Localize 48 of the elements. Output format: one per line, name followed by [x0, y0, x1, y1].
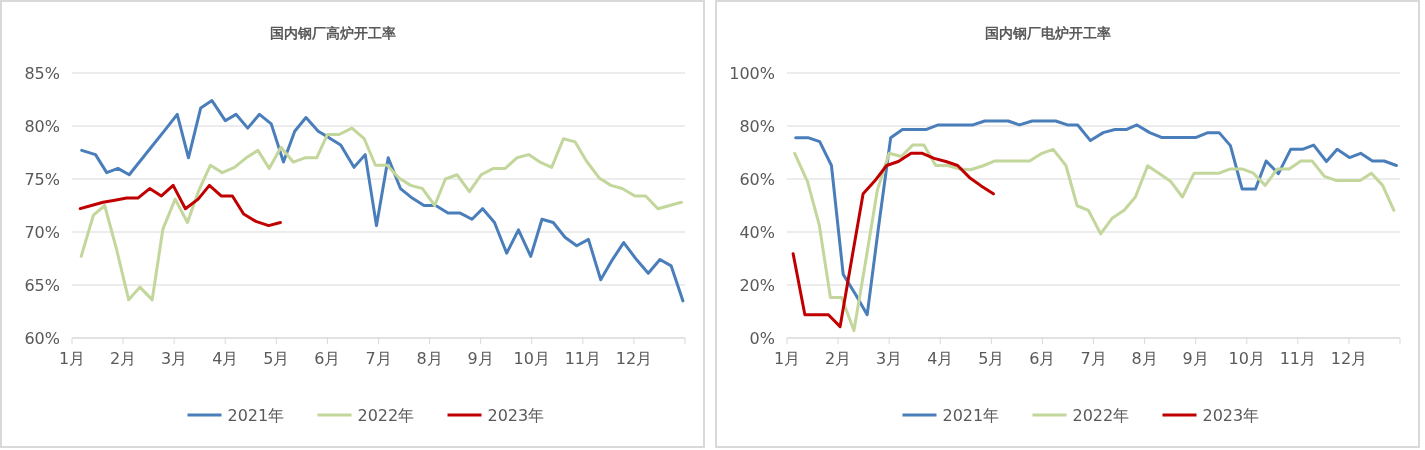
x-tick-label: 3月 — [161, 349, 188, 368]
line-series — [793, 143, 1396, 333]
y-tick-label: 70% — [24, 223, 60, 242]
x-tick-label: 2月 — [109, 349, 137, 368]
x-tick-label: 5月 — [978, 349, 1005, 368]
line-series — [794, 119, 1398, 317]
legend-label: 2023年 — [487, 406, 545, 425]
line-series — [78, 183, 282, 228]
y-tick-label: 75% — [24, 170, 60, 189]
legend-label: 2022年 — [1072, 406, 1130, 425]
x-tick-label: 1月 — [58, 349, 86, 368]
y-tick-label: 80% — [24, 117, 60, 136]
x-tick-label: 6月 — [314, 349, 341, 368]
x-tick-label: 12月 — [615, 349, 653, 368]
legend-label: 2023年 — [1202, 406, 1260, 425]
chart-title: 国内钢厂电炉开工率 — [984, 25, 1111, 41]
x-tick-label: 8月 — [416, 349, 443, 368]
y-tick-label: 65% — [24, 276, 60, 295]
x-tick-label: 10月 — [1228, 349, 1265, 368]
x-tick-label: 11月 — [564, 349, 602, 368]
x-tick-label: 9月 — [467, 349, 494, 368]
legend-label: 2022年 — [357, 406, 415, 425]
y-tick-label: 100% — [729, 64, 775, 83]
y-tick-label: 40% — [739, 223, 775, 242]
legend-label: 2021年 — [942, 406, 1000, 425]
x-tick-label: 12月 — [1330, 349, 1368, 368]
chart-title: 国内钢厂高炉开工率 — [269, 25, 396, 41]
line-series — [791, 151, 995, 329]
x-tick-label: 7月 — [365, 349, 392, 368]
x-tick-label: 9月 — [1182, 349, 1209, 368]
x-tick-label: 4月 — [212, 349, 239, 368]
x-tick-label: 4月 — [927, 349, 954, 368]
legend-label: 2021年 — [227, 406, 285, 425]
x-tick-label: 11月 — [1279, 349, 1317, 368]
y-tick-label: 60% — [739, 170, 775, 189]
y-tick-label: 20% — [739, 276, 775, 295]
x-tick-label: 8月 — [1131, 349, 1158, 368]
y-tick-label: 60% — [24, 329, 60, 348]
x-tick-label: 7月 — [1080, 349, 1107, 368]
x-tick-label: 2月 — [824, 349, 852, 368]
y-tick-label: 85% — [24, 64, 60, 83]
y-tick-label: 0% — [749, 329, 775, 348]
x-tick-label: 1月 — [773, 349, 801, 368]
x-tick-label: 6月 — [1029, 349, 1056, 368]
x-tick-label: 10月 — [513, 349, 550, 368]
x-tick-label: 3月 — [876, 349, 903, 368]
y-tick-label: 80% — [739, 117, 775, 136]
x-tick-label: 5月 — [263, 349, 290, 368]
